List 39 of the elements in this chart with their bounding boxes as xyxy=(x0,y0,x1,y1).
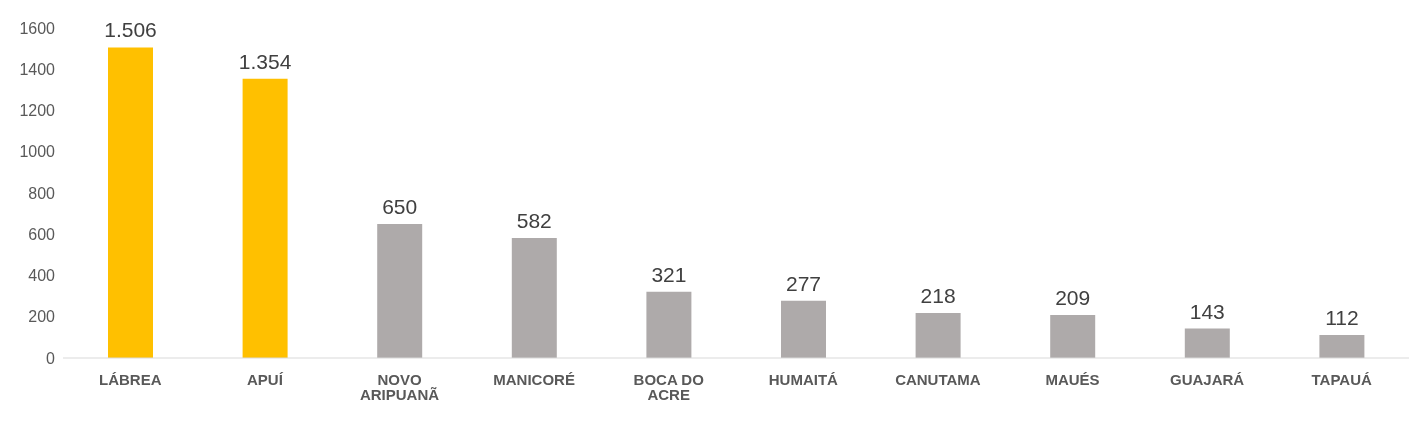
y-tick-label: 0 xyxy=(46,349,56,367)
data-label: 218 xyxy=(920,284,956,308)
bar xyxy=(242,78,288,358)
y-tick-label: 400 xyxy=(28,267,56,285)
bar xyxy=(781,300,826,358)
data-label: 582 xyxy=(516,208,552,232)
x-tick-label: MAUÉS xyxy=(1045,370,1100,388)
y-tick-label: 800 xyxy=(28,184,56,202)
bar xyxy=(646,291,692,358)
bar xyxy=(1184,328,1230,358)
x-tick-label: NOVO ARIPUANÃ xyxy=(359,370,440,403)
bar xyxy=(377,223,423,358)
bar xyxy=(108,47,153,358)
x-tick-label: TAPAUÁ xyxy=(1311,370,1372,388)
data-label: 1.354 xyxy=(238,49,292,73)
x-tick-label: BOCA DO ACRE xyxy=(633,370,705,403)
bar xyxy=(1050,314,1096,358)
y-tick-label: 200 xyxy=(28,308,56,326)
y-tick-label: 600 xyxy=(28,225,56,243)
bar xyxy=(511,237,557,358)
data-label: 1.506 xyxy=(104,18,157,42)
x-tick-label: MANICORÉ xyxy=(493,370,575,388)
bar xyxy=(915,313,961,358)
bar xyxy=(1319,334,1365,358)
x-tick-label: HUMAITÁ xyxy=(768,370,839,388)
x-tick-label: LÁBREA xyxy=(99,370,162,388)
data-label: 112 xyxy=(1325,305,1359,329)
y-tick-label: 1200 xyxy=(19,102,56,120)
data-label: 321 xyxy=(651,262,687,286)
data-label: 209 xyxy=(1055,285,1091,309)
x-tick-label: APUÍ xyxy=(246,370,284,388)
y-tick-label: 1000 xyxy=(19,143,56,161)
x-tick-label: CANUTAMA xyxy=(895,370,981,388)
data-label: 650 xyxy=(382,194,418,218)
y-tick-label: 1600 xyxy=(19,19,56,37)
x-tick-label: GUAJARÁ xyxy=(1170,370,1245,388)
data-label: 277 xyxy=(785,271,822,295)
data-label: 143 xyxy=(1189,299,1225,323)
y-tick-label: 1400 xyxy=(19,60,56,78)
